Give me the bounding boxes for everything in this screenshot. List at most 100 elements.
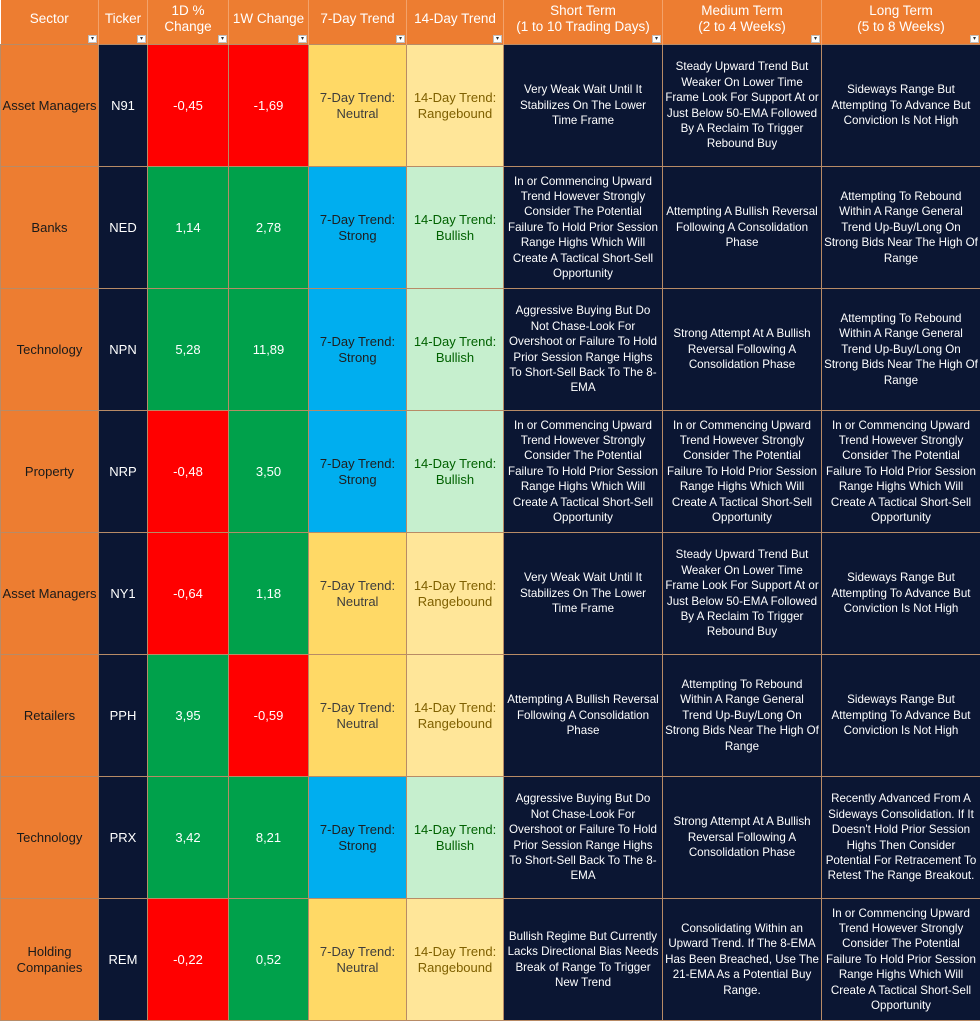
long-term-cell: In or Commencing Upward Trend However St… [821, 410, 980, 533]
ticker-cell: NPN [98, 288, 148, 411]
table-row: Property NRP -0,48 3,50 7-Day Trend: Str… [0, 410, 980, 533]
filter-dropdown-icon[interactable]: ▾ [218, 35, 227, 43]
header-medium-term-subtitle: (2 to 4 Weeks) [698, 19, 786, 34]
ticker-cell: NY1 [98, 532, 148, 655]
change-1d-cell: 3,42 [147, 776, 229, 899]
trend-14day-cell: 14-Day Trend: Rangebound [406, 898, 504, 1021]
trend-7day-cell: 7-Day Trend: Strong [308, 288, 407, 411]
header-1d-change: 1D % Change ▾ [147, 0, 229, 45]
table-row: Banks NED 1,14 2,78 7-Day Trend: Strong … [0, 166, 980, 289]
medium-term-cell: Steady Upward Trend But Weaker On Lower … [662, 44, 822, 167]
trend-7day-cell: 7-Day Trend: Neutral [308, 654, 407, 777]
change-1w-cell: 11,89 [228, 288, 309, 411]
filter-dropdown-icon[interactable]: ▾ [652, 35, 661, 43]
short-term-cell: In or Commencing Upward Trend However St… [503, 410, 663, 533]
sector-cell: Technology [0, 776, 99, 899]
table-row: Asset Managers N91 -0,45 -1,69 7-Day Tre… [0, 44, 980, 167]
change-1w-cell: 0,52 [228, 898, 309, 1021]
header-long-term-subtitle: (5 to 8 Weeks) [857, 19, 945, 34]
trend-14day-cell: 14-Day Trend: Bullish [406, 288, 504, 411]
filter-dropdown-icon[interactable]: ▾ [493, 35, 502, 43]
change-1d-cell: 1,14 [147, 166, 229, 289]
change-1d-cell: 3,95 [147, 654, 229, 777]
trend-7day-cell: 7-Day Trend: Strong [308, 166, 407, 289]
header-short-term-title: Short Term [550, 3, 616, 18]
trend-14day-cell: 14-Day Trend: Rangebound [406, 654, 504, 777]
header-long-term: Long Term (5 to 8 Weeks) ▾ [821, 0, 980, 45]
medium-term-cell: Steady Upward Trend But Weaker On Lower … [662, 532, 822, 655]
table-row: Technology NPN 5,28 11,89 7-Day Trend: S… [0, 288, 980, 411]
filter-dropdown-icon[interactable]: ▾ [88, 35, 97, 43]
ticker-cell: PPH [98, 654, 148, 777]
change-1d-cell: -0,45 [147, 44, 229, 167]
filter-dropdown-icon[interactable]: ▾ [396, 35, 405, 43]
short-term-cell: Aggressive Buying But Do Not Chase-Look … [503, 776, 663, 899]
filter-dropdown-icon[interactable]: ▾ [970, 35, 979, 43]
trend-14day-cell: 14-Day Trend: Rangebound [406, 44, 504, 167]
ticker-cell: PRX [98, 776, 148, 899]
short-term-cell: In or Commencing Upward Trend However St… [503, 166, 663, 289]
trend-7day-cell: 7-Day Trend: Neutral [308, 44, 407, 167]
sector-cell: Asset Managers [0, 44, 99, 167]
header-medium-term: Medium Term (2 to 4 Weeks) ▾ [662, 0, 822, 45]
short-term-cell: Aggressive Buying But Do Not Chase-Look … [503, 288, 663, 411]
medium-term-cell: In or Commencing Upward Trend However St… [662, 410, 822, 533]
change-1w-cell: 8,21 [228, 776, 309, 899]
filter-dropdown-icon[interactable]: ▾ [811, 35, 820, 43]
medium-term-cell: Consolidating Within an Upward Trend. If… [662, 898, 822, 1021]
change-1w-cell: -0,59 [228, 654, 309, 777]
trend-7day-cell: 7-Day Trend: Neutral [308, 532, 407, 655]
header-medium-term-title: Medium Term [701, 3, 783, 18]
change-1w-cell: 1,18 [228, 532, 309, 655]
sector-cell: Banks [0, 166, 99, 289]
long-term-cell: Attempting To Rebound Within A Range Gen… [821, 166, 980, 289]
trend-7day-cell: 7-Day Trend: Strong [308, 410, 407, 533]
header-short-term: Short Term (1 to 10 Trading Days) ▾ [503, 0, 663, 45]
header-14day-trend: 14-Day Trend ▾ [406, 0, 504, 45]
trend-14day-cell: 14-Day Trend: Bullish [406, 166, 504, 289]
header-1w-change: 1W Change ▾ [228, 0, 309, 45]
filter-dropdown-icon[interactable]: ▾ [298, 35, 307, 43]
change-1d-cell: 5,28 [147, 288, 229, 411]
change-1d-cell: -0,48 [147, 410, 229, 533]
long-term-cell: Attempting To Rebound Within A Range Gen… [821, 288, 980, 411]
sector-cell: Asset Managers [0, 532, 99, 655]
ticker-cell: REM [98, 898, 148, 1021]
long-term-cell: In or Commencing Upward Trend However St… [821, 898, 980, 1021]
table-row: Retailers PPH 3,95 -0,59 7-Day Trend: Ne… [0, 654, 980, 777]
trend-14day-cell: 14-Day Trend: Rangebound [406, 532, 504, 655]
ticker-cell: NED [98, 166, 148, 289]
header-ticker: Ticker ▾ [98, 0, 148, 45]
short-term-cell: Very Weak Wait Until It Stabilizes On Th… [503, 532, 663, 655]
sector-cell: Property [0, 410, 99, 533]
long-term-cell: Sideways Range But Attempting To Advance… [821, 532, 980, 655]
table-row: Holding Companies REM -0,22 0,52 7-Day T… [0, 898, 980, 1021]
filter-dropdown-icon[interactable]: ▾ [137, 35, 146, 43]
ticker-cell: NRP [98, 410, 148, 533]
header-sector: Sector ▾ [0, 0, 99, 45]
trend-7day-cell: 7-Day Trend: Strong [308, 776, 407, 899]
medium-term-cell: Attempting To Rebound Within A Range Gen… [662, 654, 822, 777]
long-term-cell: Sideways Range But Attempting To Advance… [821, 654, 980, 777]
change-1w-cell: 2,78 [228, 166, 309, 289]
ticker-cell: N91 [98, 44, 148, 167]
table-row: Asset Managers NY1 -0,64 1,18 7-Day Tren… [0, 532, 980, 655]
medium-term-cell: Strong Attempt At A Bullish Reversal Fol… [662, 776, 822, 899]
sector-cell: Technology [0, 288, 99, 411]
short-term-cell: Very Weak Wait Until It Stabilizes On Th… [503, 44, 663, 167]
medium-term-cell: Attempting A Bullish Reversal Following … [662, 166, 822, 289]
long-term-cell: Sideways Range But Attempting To Advance… [821, 44, 980, 167]
header-row: Sector ▾ Ticker ▾ 1D % Change ▾ 1W Change ▾ … [0, 0, 980, 45]
short-term-cell: Attempting A Bullish Reversal Following … [503, 654, 663, 777]
short-term-cell: Bullish Regime But Currently Lacks Direc… [503, 898, 663, 1021]
change-1w-cell: -1,69 [228, 44, 309, 167]
long-term-cell: Recently Advanced From A Sideways Consol… [821, 776, 980, 899]
medium-term-cell: Strong Attempt At A Bullish Reversal Fol… [662, 288, 822, 411]
change-1d-cell: -0,22 [147, 898, 229, 1021]
trend-14day-cell: 14-Day Trend: Bullish [406, 410, 504, 533]
change-1w-cell: 3,50 [228, 410, 309, 533]
trend-7day-cell: 7-Day Trend: Neutral [308, 898, 407, 1021]
sector-cell: Holding Companies [0, 898, 99, 1021]
header-7day-trend: 7-Day Trend ▾ [308, 0, 407, 45]
